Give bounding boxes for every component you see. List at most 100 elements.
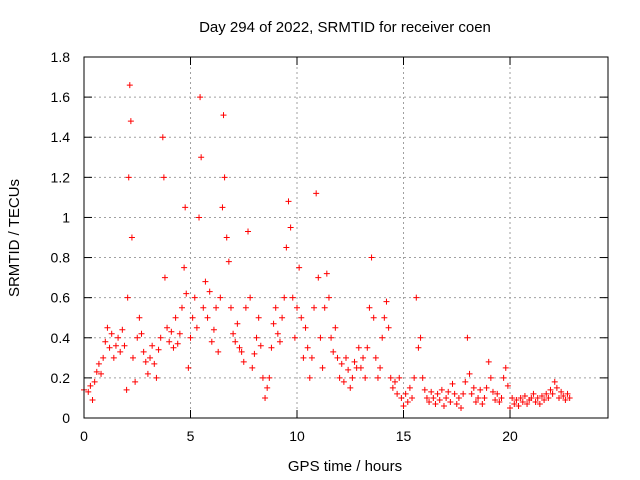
data-point — [279, 314, 286, 321]
data-point — [183, 290, 190, 297]
data-point — [315, 274, 322, 281]
data-point — [332, 324, 339, 331]
data-point — [325, 294, 332, 301]
data-point — [536, 400, 543, 407]
data-point — [434, 390, 441, 397]
data-point — [357, 364, 364, 371]
data-point — [538, 392, 545, 399]
data-point — [464, 334, 471, 341]
data-point — [360, 354, 367, 361]
data-point — [541, 396, 548, 403]
plot-frame — [83, 56, 609, 419]
data-point — [259, 374, 266, 381]
data-point — [268, 344, 275, 351]
y-tick-label: 1.4 — [51, 129, 71, 145]
data-point — [415, 344, 422, 351]
data-point — [400, 402, 407, 409]
data-point — [402, 390, 409, 397]
data-point — [379, 334, 386, 341]
data-point — [387, 374, 394, 381]
data-point — [458, 404, 465, 411]
data-point — [182, 204, 189, 211]
x-tick-labels: 0 5 10 15 20 — [80, 428, 518, 444]
data-point — [147, 354, 154, 361]
data-point — [421, 386, 428, 393]
data-point — [302, 324, 309, 331]
data-point — [487, 374, 494, 381]
data-point — [334, 354, 341, 361]
y-tick-label: 1 — [62, 209, 70, 225]
data-point — [426, 398, 433, 405]
data-point — [549, 390, 556, 397]
y-axis-title: SRMTID / TECUs — [6, 179, 23, 297]
data-point — [404, 398, 411, 405]
data-point — [262, 394, 269, 401]
data-point — [430, 394, 437, 401]
data-point — [504, 382, 511, 389]
data-point — [115, 334, 122, 341]
data-point — [202, 278, 209, 285]
data-point — [313, 190, 320, 197]
data-point — [453, 400, 460, 407]
data-point — [509, 394, 516, 401]
data-point — [210, 326, 217, 333]
data-point — [296, 264, 303, 271]
data-point — [242, 304, 249, 311]
data-point — [287, 224, 294, 231]
data-point — [372, 354, 379, 361]
x-tick-label: 0 — [80, 428, 88, 444]
data-point — [140, 348, 147, 355]
data-point — [185, 364, 192, 371]
data-point — [257, 342, 264, 349]
data-point — [370, 314, 377, 321]
data-point — [409, 394, 416, 401]
data-point — [227, 304, 234, 311]
data-point — [176, 330, 183, 337]
data-point — [394, 390, 401, 397]
data-point — [276, 338, 283, 345]
data-point — [366, 304, 373, 311]
data-point — [566, 394, 573, 401]
data-point — [272, 304, 279, 311]
data-point — [551, 378, 558, 385]
y-tick-label: 1.6 — [51, 89, 71, 105]
data-point — [151, 360, 158, 367]
data-point — [323, 270, 330, 277]
data-point — [217, 294, 224, 301]
data-point — [138, 330, 145, 337]
data-point — [432, 400, 439, 407]
data-point — [336, 374, 343, 381]
data-point — [95, 360, 102, 367]
data-point — [108, 330, 115, 337]
data-point — [213, 304, 220, 311]
data-point — [198, 154, 205, 161]
data-point — [159, 134, 166, 141]
data-point — [519, 398, 526, 405]
data-point — [91, 378, 98, 385]
data-point — [112, 342, 119, 349]
data-point — [349, 374, 356, 381]
chart-title: Day 294 of 2022, SRMTID for receiver coe… — [199, 19, 491, 36]
data-point — [543, 390, 550, 397]
data-point — [110, 354, 117, 361]
data-point — [125, 174, 132, 181]
data-point — [468, 390, 475, 397]
data-point — [164, 324, 171, 331]
y-tick-labels: 0 0.2 0.4 0.6 0.8 1 1.2 1.4 1.6 1.8 — [51, 49, 71, 426]
x-axis-title: GPS time / hours — [288, 458, 402, 475]
data-point — [438, 386, 445, 393]
data-point — [460, 390, 467, 397]
data-point — [423, 394, 430, 401]
x-tick-label: 10 — [289, 428, 305, 444]
data-point — [494, 390, 501, 397]
data-point — [225, 258, 232, 265]
data-point — [451, 390, 458, 397]
y-tick-label: 0.6 — [51, 290, 71, 306]
data-point — [483, 384, 490, 391]
data-point — [234, 320, 241, 327]
data-point — [455, 394, 462, 401]
data-point — [132, 378, 139, 385]
data-point — [134, 334, 141, 341]
data-point — [174, 340, 181, 347]
data-point — [321, 304, 328, 311]
